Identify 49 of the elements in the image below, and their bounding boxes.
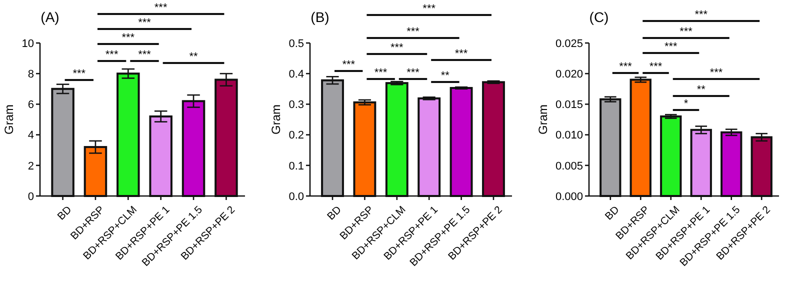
text: *** — [680, 26, 694, 38]
y-tick-label: 10 — [22, 38, 34, 50]
y-axis-title: Gram — [536, 104, 550, 134]
y-tick-label: 0.025 — [555, 38, 583, 50]
y-tick-label: 0 — [28, 190, 34, 203]
annotation: *** — [710, 67, 724, 79]
annotation: *** — [342, 59, 356, 71]
y-tick-label: 0.0 — [288, 190, 304, 203]
y-tick-label: 4 — [28, 130, 34, 142]
annotation: *** — [619, 61, 633, 73]
x-tick-label: BD — [55, 204, 74, 223]
annotation: *** — [105, 49, 119, 61]
y-tick-label: 0.000 — [555, 190, 583, 203]
y-axis-title: Gram — [269, 104, 283, 134]
y-tick-label: 0.015 — [555, 99, 583, 112]
text: *** — [154, 2, 168, 14]
annotation: *** — [406, 67, 420, 79]
chart-title: (B) — [310, 9, 330, 25]
annotation: *** — [122, 32, 136, 44]
annotation: *** — [664, 41, 678, 53]
y-tick-label: 0.005 — [555, 160, 583, 172]
y-tick-label: 0.3 — [288, 99, 304, 112]
text: *** — [406, 26, 420, 38]
y-tick-label: 0.020 — [555, 68, 583, 80]
annotation: *** — [138, 49, 152, 61]
y-tick-label: 0.4 — [288, 68, 304, 80]
annotation: ** — [189, 51, 199, 63]
annotation: *** — [72, 68, 86, 80]
text: *** — [694, 9, 708, 21]
chart-title: (C) — [589, 9, 609, 25]
chart-title: (A) — [40, 9, 60, 25]
y-tick-label: 0.1 — [288, 160, 304, 172]
y-tick-label: 8 — [28, 68, 34, 80]
annotation: *** — [390, 42, 404, 54]
y-axis-title: Gram — [2, 104, 16, 134]
text: *** — [138, 17, 152, 29]
y-tick-label: 0.010 — [555, 130, 583, 142]
x-tick-label: BD — [325, 204, 344, 223]
y-tick-label: 0.2 — [288, 130, 304, 142]
text: *** — [422, 3, 436, 15]
annotation: *** — [374, 67, 388, 79]
y-tick-label: 2 — [28, 160, 34, 172]
annotation: *** — [649, 61, 663, 73]
annotation: ** — [440, 70, 450, 82]
x-tick-label: BD — [602, 204, 622, 223]
annotation: ** * — [684, 84, 706, 110]
y-tick-label: 0.5 — [288, 38, 304, 50]
y-tick-label: 6 — [28, 99, 34, 112]
annotation: *** — [454, 48, 468, 60]
